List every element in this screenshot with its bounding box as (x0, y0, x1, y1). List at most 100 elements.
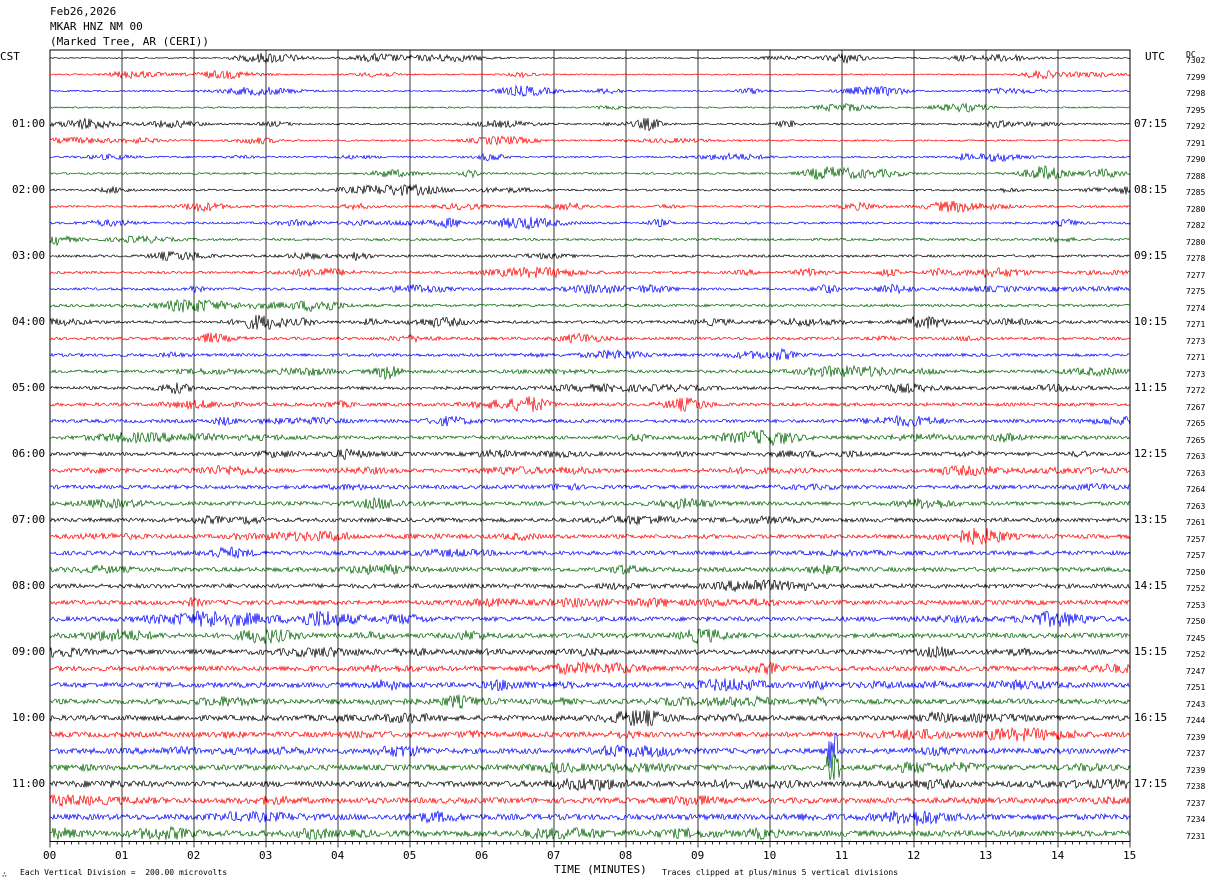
x-tick-label: 10 (763, 848, 777, 862)
dc-offset-label: 7277 (1186, 270, 1206, 280)
plot-frame (49, 49, 1131, 842)
seismic-trace (49, 546, 1131, 559)
seismic-trace (49, 216, 1131, 231)
seismic-trace (49, 347, 1131, 361)
seismic-trace (49, 628, 1131, 645)
dc-offset-label: 7295 (1186, 105, 1206, 115)
dc-offset-label: 7274 (1186, 303, 1206, 313)
right-axis-title: UTC (1145, 50, 1165, 63)
dc-offset-label: 7239 (1186, 765, 1206, 775)
seismic-trace (49, 645, 1131, 659)
cst-time-label: 10:00 (12, 711, 46, 724)
dc-offset-label: 7261 (1186, 518, 1206, 527)
dc-offset-label: 7273 (1186, 369, 1206, 379)
seismic-trace (49, 753, 1131, 781)
seismic-trace (49, 165, 1131, 180)
seismic-trace (49, 429, 1131, 447)
utc-time-label: 11:15 (1134, 381, 1168, 394)
dc-offset-label: 7247 (1186, 666, 1206, 676)
left-axis-title: CST (0, 50, 20, 63)
cst-time-label: 01:00 (12, 117, 46, 130)
cst-time-label: 05:00 (12, 381, 46, 394)
seismic-trace (49, 183, 1131, 197)
dc-offset-label: 7244 (1186, 716, 1206, 725)
dc-offset-label: 7234 (1186, 815, 1206, 824)
dc-offset-label: 7282 (1186, 221, 1206, 230)
dc-offset-label: 7239 (1186, 732, 1206, 742)
seismic-trace (49, 496, 1131, 511)
seismic-trace (49, 694, 1131, 710)
seismic-trace (49, 151, 1131, 163)
dc-offset-label: 7231 (1186, 831, 1206, 841)
x-tick-label: 09 (691, 848, 705, 862)
seismic-trace (49, 414, 1131, 428)
seismic-trace (49, 299, 1131, 313)
seismic-trace (49, 283, 1131, 295)
dc-offset-label: 7253 (1186, 600, 1206, 610)
station-label: MKAR HNZ NM 00 (50, 20, 143, 33)
x-tick-label: 14 (1051, 848, 1065, 862)
dc-offset-label: 7291 (1186, 138, 1206, 148)
seismic-trace (49, 266, 1131, 279)
seismic-trace (49, 610, 1131, 628)
dc-offset-label: 7237 (1186, 798, 1206, 808)
cst-time-label: 09:00 (12, 645, 46, 658)
seismic-trace (49, 810, 1131, 826)
dc-offset-label: 7272 (1186, 386, 1206, 395)
dc-offset-label: 7252 (1186, 584, 1206, 593)
x-tick-label: 04 (331, 848, 345, 862)
x-tick-label: 08 (619, 848, 633, 862)
utc-time-label: 10:15 (1134, 315, 1168, 328)
dc-offset-label: 7299 (1186, 72, 1206, 82)
dc-offset-label: 7245 (1186, 633, 1206, 643)
dc-offset-label: 7250 (1186, 617, 1206, 626)
dc-offset-label: 7265 (1186, 419, 1206, 428)
cst-time-label: 03:00 (12, 249, 46, 262)
x-tick-label: 13 (979, 848, 993, 862)
seismic-trace (49, 579, 1131, 592)
seismic-trace (49, 563, 1131, 576)
cst-time-label: 02:00 (12, 183, 46, 196)
seismic-trace (49, 117, 1131, 132)
dc-offset-label: 7288 (1186, 171, 1206, 181)
seismic-trace (49, 332, 1131, 344)
dc-offset-label: 7280 (1186, 204, 1206, 214)
utc-time-label: 16:15 (1134, 711, 1168, 724)
cst-time-label: 11:00 (12, 777, 46, 790)
dc-offset-label: 7267 (1186, 402, 1206, 412)
seismic-trace (49, 84, 1130, 97)
dc-offset-label: 7278 (1186, 254, 1206, 263)
seismic-trace (49, 200, 1131, 213)
utc-time-label: 12:15 (1134, 447, 1168, 460)
dc-offset-label: 7290 (1186, 155, 1206, 164)
x-tick-label: 00 (43, 848, 57, 862)
dc-offset-label: 7285 (1186, 188, 1206, 197)
x-tick-label: 01 (115, 848, 129, 862)
seismic-trace (49, 794, 1131, 808)
seismic-trace (49, 726, 1131, 742)
seismic-trace (49, 103, 1131, 113)
seismic-trace (49, 482, 1131, 492)
date-label: Feb26,2026 (50, 5, 117, 18)
dc-offset-label: 7264 (1186, 485, 1206, 494)
seismic-trace (49, 678, 1131, 692)
location-label: (Marked Tree, AR (CERI)) (50, 35, 209, 48)
dc-offset-label: 7280 (1186, 237, 1206, 247)
utc-time-label: 07:15 (1134, 117, 1168, 130)
cst-time-label: 04:00 (12, 315, 46, 328)
dc-offset-label: 7302 (1186, 56, 1206, 65)
dc-offset-label: 7273 (1186, 336, 1206, 346)
x-tick-label: 11 (835, 848, 849, 862)
x-tick-label: 12 (907, 848, 921, 862)
utc-time-label: 09:15 (1134, 249, 1168, 262)
dc-offset-label: 7252 (1186, 650, 1206, 659)
seismic-trace (49, 596, 1131, 608)
utc-time-label: 17:15 (1134, 777, 1168, 790)
dc-offset-label: 7243 (1186, 699, 1206, 709)
dc-offset-label: 7271 (1186, 353, 1206, 362)
dc-offset-label: 7265 (1186, 435, 1206, 445)
dc-offset-label: 7271 (1186, 320, 1206, 329)
cst-time-label: 06:00 (12, 447, 46, 460)
dc-offset-label: 7238 (1186, 782, 1206, 791)
dc-offset-label: 7263 (1186, 452, 1206, 461)
